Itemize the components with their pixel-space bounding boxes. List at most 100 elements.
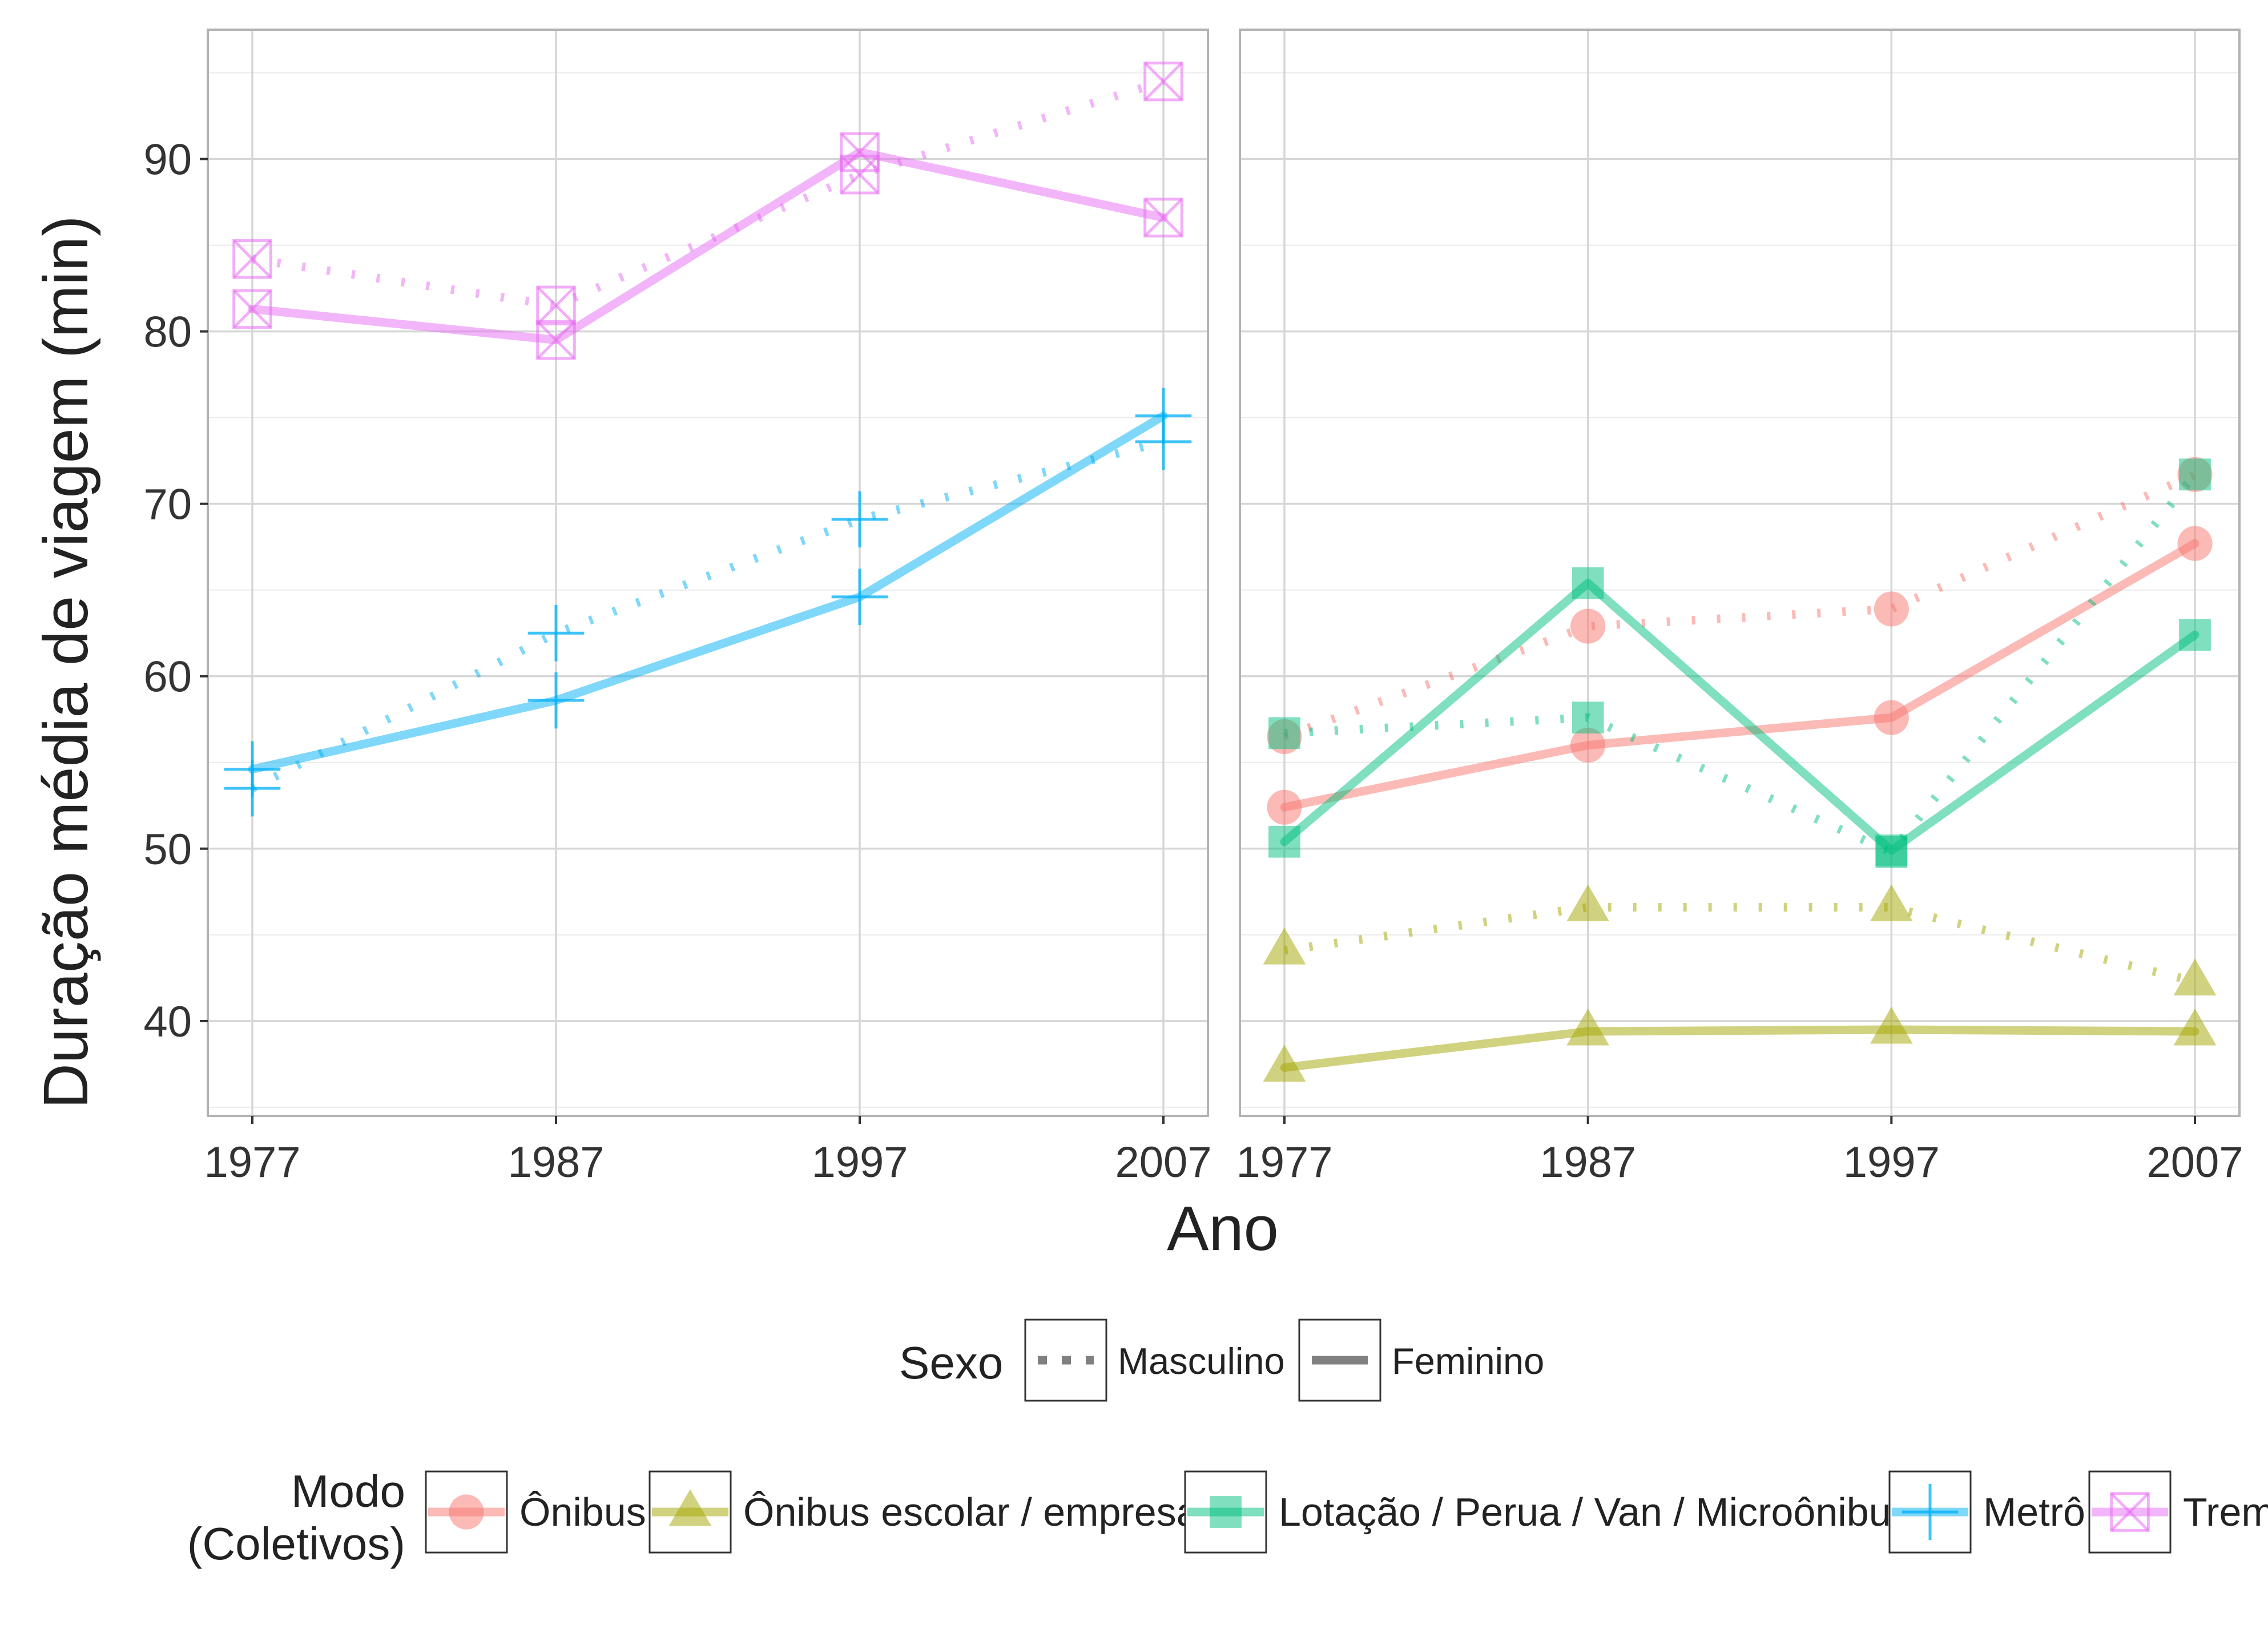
- panel-1-major-grid: [208, 30, 1208, 1116]
- data-point-trem-masc: [232, 239, 272, 279]
- y-axis-title: Duração média de viagem (min): [31, 215, 101, 1108]
- y-tick-label: 60: [143, 653, 192, 701]
- data-point-trem-masc-box: [232, 239, 272, 279]
- legend-modo-item-metro: Metrô: [1888, 1470, 2085, 1554]
- data-point-lotacao-masc-shape: [1572, 701, 1604, 734]
- data-point-escolar-fem: [2173, 1008, 2217, 1046]
- data-point-escolar-masc: [1566, 884, 1610, 922]
- data-point-lotacao-fem: [1268, 825, 1300, 858]
- x-tick-label: 1977: [204, 1138, 300, 1187]
- series-line-trem-masc: [251, 77, 1165, 310]
- data-point-lotacao-fem-shape: [1268, 825, 1300, 858]
- data-point-escolar-masc-shape: [1263, 927, 1306, 965]
- panel-2-points: [1263, 457, 2217, 1082]
- data-point-escolar-fem: [1566, 1008, 1610, 1046]
- legend-modo-item-onibus: Ônibus: [425, 1470, 646, 1554]
- axes-layer: 1977 1987 1997 2007 1977 1987 1997 2007 40 50 60 70…: [143, 136, 2243, 1187]
- data-point-trem-fem-d2: [1143, 198, 1183, 237]
- panel-1-lines: [248, 77, 1168, 792]
- data-point-trem-fem: [1143, 197, 1183, 238]
- series-line-onibus-fem: [1280, 539, 2199, 812]
- data-point-onibus-fem: [2177, 526, 2213, 561]
- y-tick-label: 50: [143, 825, 192, 874]
- legend-key-marker: [1210, 1496, 1242, 1528]
- data-point-escolar-masc: [1263, 927, 1306, 965]
- legend-key-marker-box: [2110, 1492, 2150, 1532]
- legend-modo-item-escolar: Ônibus escolar / empresa: [648, 1470, 1199, 1554]
- data-point-trem-masc-box: [1143, 61, 1183, 102]
- data-point-trem-fem-box: [536, 320, 576, 360]
- legend-modo-label: Metrô: [1983, 1490, 2085, 1534]
- data-point-lotacao-masc: [2179, 458, 2211, 491]
- data-point-escolar-fem-shape: [2173, 1008, 2217, 1046]
- series-line-trem-fem: [248, 147, 1168, 345]
- legend-sexo-title: Sexo: [899, 1337, 1003, 1388]
- data-point-onibus-fem-shape: [2177, 526, 2213, 561]
- legend-key-marker-shape: [668, 1489, 712, 1526]
- legend-key-marker: [449, 1494, 484, 1530]
- legend-modo-label: Trem: [2183, 1490, 2268, 1534]
- x-tick-label: 1997: [1843, 1138, 1940, 1187]
- legend-modo-title-line1: Modo: [291, 1466, 405, 1517]
- data-point-onibus-fem-shape: [1267, 789, 1302, 825]
- legend-modo-label: Ônibus: [519, 1490, 646, 1534]
- data-point-onibus-fem: [1570, 727, 1606, 763]
- legend-modo-label: Ônibus escolar / empresa: [743, 1490, 1199, 1534]
- data-point-escolar-masc-shape: [1566, 884, 1610, 922]
- data-point-trem-fem-d2: [840, 132, 880, 172]
- data-point-escolar-fem: [1263, 1045, 1306, 1082]
- data-point-lotacao-fem: [1875, 834, 1908, 866]
- legend-key-marker: [668, 1489, 712, 1526]
- data-point-escolar-masc-shape: [2173, 958, 2217, 995]
- legend-modo-item-lotacao: Lotação / Perua / Van / Microônibus: [1184, 1470, 1911, 1554]
- legend-modo: Modo(Coletivos) Ônibus Ônibus escolar / em…: [187, 1466, 2268, 1569]
- data-point-trem-fem-box: [232, 289, 272, 329]
- panel-1: [207, 29, 1209, 1117]
- data-point-trem-fem: [840, 132, 880, 172]
- data-point-metro-fem: [224, 741, 281, 798]
- series-line-escolar-masc: [1283, 903, 2196, 986]
- legend-key-marker-shape: [1210, 1496, 1242, 1528]
- data-point-trem-masc-box: [536, 285, 576, 326]
- panel-2-lines: [1280, 470, 2199, 1072]
- data-point-trem-masc-d2: [536, 286, 576, 325]
- legend-sexo: Sexo Masculino Feminino: [899, 1319, 1544, 1402]
- data-point-lotacao-fem-shape: [2179, 619, 2211, 651]
- legend-modo-label: Lotação / Perua / Van / Microônibus: [1279, 1490, 1911, 1534]
- legend-sexo-label: Feminino: [1392, 1340, 1544, 1382]
- data-point-onibus-fem-shape: [1874, 700, 1909, 735]
- y-tick-label: 70: [143, 481, 192, 529]
- legend-key-marker: [1902, 1483, 1959, 1541]
- data-point-escolar-fem-shape: [1566, 1008, 1610, 1046]
- data-point-trem-fem: [232, 289, 272, 329]
- data-point-onibus-masc-shape: [1874, 591, 1909, 627]
- panels-layer: [207, 29, 2241, 1117]
- data-point-trem-masc-d2: [840, 155, 880, 194]
- data-point-trem-masc: [536, 285, 576, 326]
- data-point-escolar-masc: [2173, 958, 2217, 995]
- y-tick-label: 90: [143, 136, 192, 184]
- panel-2: [1239, 29, 2241, 1117]
- series-line-escolar-fem: [1280, 1025, 2199, 1072]
- data-point-trem-masc: [1143, 61, 1183, 102]
- legend-modo-title-line2: (Coletivos): [187, 1518, 405, 1569]
- data-point-metro-fem: [527, 672, 585, 729]
- data-point-metro-fem: [1135, 388, 1192, 444]
- series-line-metro-fem: [248, 412, 1168, 774]
- panel-2-border: [1239, 29, 2241, 1117]
- x-axis-title: Ano: [1167, 1194, 1279, 1264]
- legend-key-marker: [2110, 1492, 2150, 1532]
- data-point-lotacao-masc: [1572, 701, 1604, 734]
- data-point-escolar-fem: [1870, 1006, 1913, 1044]
- data-point-onibus-fem: [1267, 789, 1302, 825]
- x-tick-label: 1997: [811, 1138, 908, 1187]
- data-point-lotacao-fem-shape: [1875, 834, 1908, 866]
- data-point-trem-fem: [536, 320, 576, 360]
- data-point-lotacao-masc-shape: [1268, 717, 1300, 749]
- data-point-lotacao-fem: [1572, 567, 1604, 599]
- x-tick-label: 1987: [1540, 1138, 1636, 1187]
- data-point-escolar-fem-shape: [1263, 1045, 1306, 1082]
- data-point-escolar-fem-shape: [1870, 1006, 1913, 1044]
- series-line-lotacao-masc: [1284, 471, 2198, 857]
